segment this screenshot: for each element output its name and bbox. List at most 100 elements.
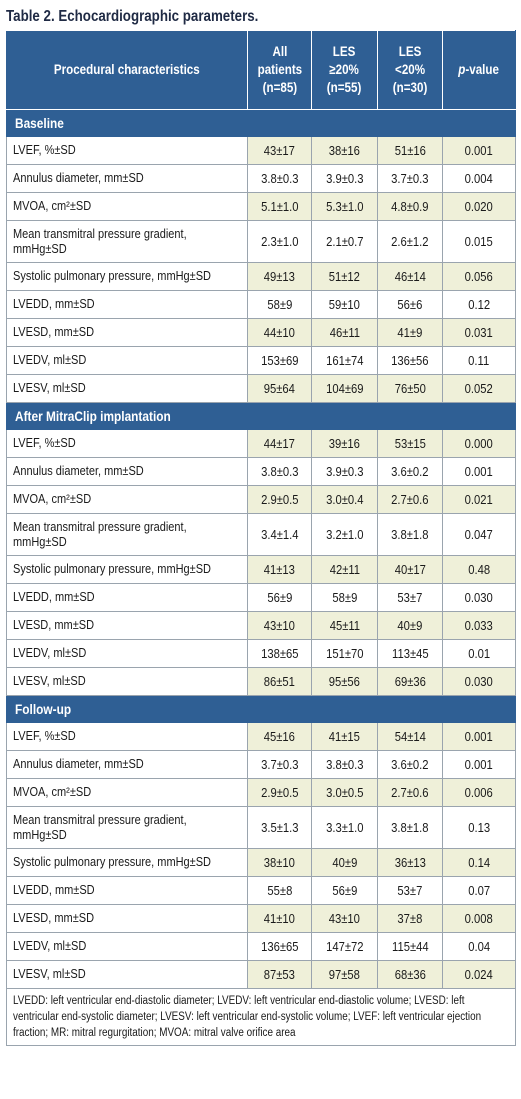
row-label: LVEF, %±SD [6,722,248,751]
cell-all-patients: 3.5±1.3 [247,806,312,849]
row-label: LVESD, mm±SD [6,904,248,933]
section-header-row: After MitraClip implantation [6,402,516,430]
cell-les-ge-20: 95±56 [311,667,378,696]
header-all-patients: All patients (n=85) [247,30,312,110]
table-row: Annulus diameter, mm±SD 3.8±0.3 3.9±0.3 3.7… [6,164,516,193]
cell-les-lt-20: 40±17 [377,555,443,584]
table-row: LVEDD, mm±SD 55±8 56±9 53±7 0.07 [6,876,516,905]
echo-parameters-table: Procedural characteristics All patients (n… [6,30,516,1046]
cell-les-lt-20: 51±16 [377,136,443,165]
table-row: LVEDD, mm±SD 56±9 58±9 53±7 0.030 [6,583,516,612]
table-row: Systolic pulmonary pressure, mmHg±SD 38±1… [6,848,516,877]
cell-les-ge-20: 97±58 [311,960,378,989]
cell-p-value: 0.04 [442,932,516,961]
header-les-ge-20: LES ≥20% (n=55) [311,30,378,110]
cell-les-ge-20: 51±12 [311,262,378,291]
cell-all-patients: 2.9±0.5 [247,778,312,807]
row-label: Annulus diameter, mm±SD [6,750,248,779]
cell-all-patients: 41±10 [247,904,312,933]
table-row: MVOA, cm²±SD 2.9±0.5 3.0±0.4 2.7±0.6 0.021 [6,485,516,514]
cell-p-value: 0.48 [442,555,516,584]
footnote-row: LVEDD: left ventricular end-diastolic di… [6,988,516,1046]
cell-all-patients: 44±10 [247,318,312,347]
header-row: Procedural characteristics All patients (n… [6,30,516,110]
table-row: Mean transmitral pressure gradient, mmHg… [6,513,516,556]
cell-les-lt-20: 69±36 [377,667,443,696]
cell-les-lt-20: 76±50 [377,374,443,403]
cell-p-value: 0.01 [442,639,516,668]
header-characteristic: Procedural characteristics [6,30,248,110]
row-label: Systolic pulmonary pressure, mmHg±SD [6,555,248,584]
cell-les-ge-20: 39±16 [311,429,378,458]
cell-les-lt-20: 36±13 [377,848,443,877]
table-row: Mean transmitral pressure gradient, mmHg… [6,220,516,263]
cell-les-lt-20: 54±14 [377,722,443,751]
cell-p-value: 0.006 [442,778,516,807]
table-row: LVESD, mm±SD 44±10 46±11 41±9 0.031 [6,318,516,347]
cell-les-lt-20: 113±45 [377,639,443,668]
table-row: MVOA, cm²±SD 5.1±1.0 5.3±1.0 4.8±0.9 0.020 [6,192,516,221]
cell-les-ge-20: 161±74 [311,346,378,375]
table-row: LVESV, ml±SD 86±51 95±56 69±36 0.030 [6,667,516,696]
cell-les-ge-20: 3.9±0.3 [311,164,378,193]
row-label: Mean transmitral pressure gradient, mmHg… [6,513,248,556]
cell-les-ge-20: 3.8±0.3 [311,750,378,779]
cell-les-lt-20: 56±6 [377,290,443,319]
cell-all-patients: 41±13 [247,555,312,584]
cell-les-lt-20: 3.8±1.8 [377,806,443,849]
table-footnote: LVEDD: left ventricular end-diastolic di… [6,988,516,1046]
cell-les-ge-20: 3.0±0.5 [311,778,378,807]
table-row: Systolic pulmonary pressure, mmHg±SD 41±1… [6,555,516,584]
cell-p-value: 0.031 [442,318,516,347]
row-label: LVESD, mm±SD [6,318,248,347]
cell-les-ge-20: 3.0±0.4 [311,485,378,514]
cell-all-patients: 138±65 [247,639,312,668]
section-title: After MitraClip implantation [6,402,516,430]
cell-all-patients: 86±51 [247,667,312,696]
row-label: LVEF, %±SD [6,429,248,458]
cell-all-patients: 2.9±0.5 [247,485,312,514]
cell-les-ge-20: 3.2±1.0 [311,513,378,556]
cell-les-ge-20: 42±11 [311,555,378,584]
table-row: MVOA, cm²±SD 2.9±0.5 3.0±0.5 2.7±0.6 0.006 [6,778,516,807]
cell-p-value: 0.008 [442,904,516,933]
table-row: LVESD, mm±SD 41±10 43±10 37±8 0.008 [6,904,516,933]
row-label: Systolic pulmonary pressure, mmHg±SD [6,848,248,877]
cell-p-value: 0.004 [442,164,516,193]
cell-all-patients: 95±64 [247,374,312,403]
row-label: LVESV, ml±SD [6,374,248,403]
table-row: Mean transmitral pressure gradient, mmHg… [6,806,516,849]
cell-les-lt-20: 2.6±1.2 [377,220,443,263]
row-label: Mean transmitral pressure gradient, mmHg… [6,220,248,263]
row-label: LVESD, mm±SD [6,611,248,640]
table-row: LVEDD, mm±SD 58±9 59±10 56±6 0.12 [6,290,516,319]
cell-les-ge-20: 3.9±0.3 [311,457,378,486]
row-label: MVOA, cm²±SD [6,778,248,807]
cell-p-value: 0.13 [442,806,516,849]
cell-les-ge-20: 59±10 [311,290,378,319]
cell-p-value: 0.07 [442,876,516,905]
table-row: LVEDV, ml±SD 153±69 161±74 136±56 0.11 [6,346,516,375]
header-p-value: p-value [442,30,516,110]
cell-les-lt-20: 2.7±0.6 [377,778,443,807]
cell-les-lt-20: 37±8 [377,904,443,933]
cell-p-value: 0.021 [442,485,516,514]
cell-p-value: 0.11 [442,346,516,375]
cell-p-value: 0.024 [442,960,516,989]
cell-all-patients: 43±10 [247,611,312,640]
cell-p-value: 0.015 [442,220,516,263]
table-caption: Table 2. Echocardiographic parameters. [6,8,259,25]
cell-les-ge-20: 46±11 [311,318,378,347]
row-label: LVESV, ml±SD [6,960,248,989]
cell-p-value: 0.020 [442,192,516,221]
table-row: LVESV, ml±SD 95±64 104±69 76±50 0.052 [6,374,516,403]
table-row: LVEF, %±SD 45±16 41±15 54±14 0.001 [6,722,516,751]
cell-p-value: 0.052 [442,374,516,403]
cell-les-lt-20: 3.8±1.8 [377,513,443,556]
cell-all-patients: 58±9 [247,290,312,319]
section-header-row: Baseline [6,109,516,137]
cell-all-patients: 3.7±0.3 [247,750,312,779]
cell-p-value: 0.12 [442,290,516,319]
cell-p-value: 0.056 [442,262,516,291]
